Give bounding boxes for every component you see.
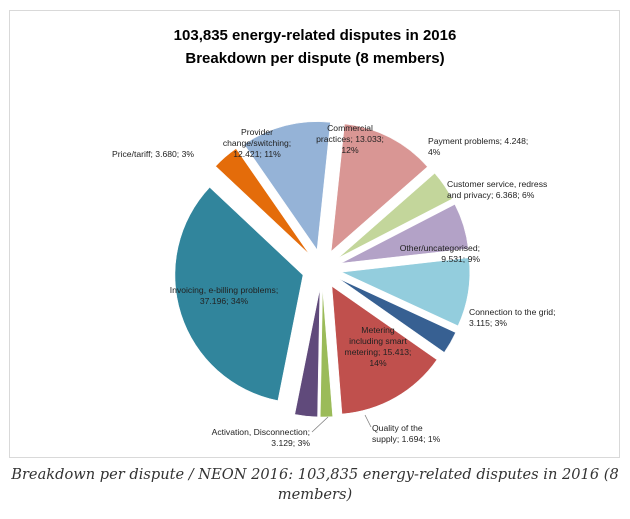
data-label-line: change/switching; <box>223 138 291 148</box>
data-label-line: 12.421; 11% <box>233 149 281 159</box>
pie-slices <box>174 121 470 418</box>
data-label-line: 4% <box>428 147 441 157</box>
pie-slice-commercial <box>330 123 428 252</box>
data-label-metering: Metering including smart metering; 15.413;… <box>345 325 412 368</box>
data-label-other: Other/uncategorised; 9.531; 9% <box>400 243 481 264</box>
pie-slice-invoicing <box>174 187 304 401</box>
data-label-line: and privacy; 6.368; 6% <box>447 190 535 200</box>
data-label-line: Price/tariff; 3.680; 3% <box>112 149 194 159</box>
pie-slice-connection <box>339 278 456 353</box>
data-label-line: Commercial <box>327 123 373 133</box>
pie-slice-provider <box>243 121 331 251</box>
chart-frame: 103,835 energy-related disputes in 2016 … <box>9 10 620 458</box>
data-label-line: Other/uncategorised; <box>400 243 480 253</box>
data-label-payment: Payment problems; 4.248; 4% <box>428 136 528 157</box>
data-label-provider: Provider change/switching; 12.421; 11% <box>223 127 291 159</box>
data-label-line: 14% <box>369 358 387 368</box>
leader-lines <box>311 414 372 433</box>
data-label-line: including smart <box>349 336 407 346</box>
leader-line-quality <box>364 414 372 428</box>
pie-slice-customer-service <box>341 204 469 264</box>
data-label-line: 12% <box>341 145 359 155</box>
data-label-commercial: Commercial practices; 13.033; 12% <box>316 123 384 155</box>
data-label-line: Customer service, redress <box>447 179 547 189</box>
data-label-invoicing: Invoicing, e-billing problems; 37.196; 34… <box>170 285 278 306</box>
data-label-activation: Activation, Disconnection; 3.129; 3% <box>212 427 311 448</box>
data-label-quality: Quality of the supply; 1.694; 1% <box>372 423 441 444</box>
chart-title: 103,835 energy-related disputes in 2016 <box>174 27 457 44</box>
data-label-line: 9.531; 9% <box>441 254 480 264</box>
figure-caption: Breakdown per dispute / NEON 2016: 103,8… <box>11 466 619 503</box>
pie-slice-price <box>215 148 310 255</box>
data-label-line: metering; 15.413; <box>345 347 412 357</box>
data-label-line: Activation, Disconnection; <box>212 427 310 437</box>
pie-slice-metering <box>331 285 438 415</box>
pie-slice-payment <box>338 172 453 258</box>
data-label-line: 3.129; 3% <box>271 438 310 448</box>
pie-chart: 103,835 energy-related disputes in 2016 … <box>112 27 555 448</box>
pie-slice-activation <box>294 288 321 418</box>
data-label-connection: Connection to the grid; 3.115; 3% <box>469 307 555 328</box>
data-label-customer-service: Customer service, redress and privacy; 6.… <box>447 179 547 200</box>
data-label-line: 3.115; 3% <box>469 318 507 328</box>
chart-subtitle: Breakdown per dispute (8 members) <box>185 50 444 67</box>
data-label-line: Connection to the grid; <box>469 307 555 317</box>
data-labels: Commercial practices; 13.033; 12% Payment p… <box>112 123 555 448</box>
data-label-line: Provider <box>241 127 273 137</box>
data-label-line: practices; 13.033; <box>316 134 384 144</box>
data-label-line: Metering <box>361 325 395 335</box>
pie-slice-quality <box>320 288 333 418</box>
data-label-line: supply; 1.694; 1% <box>372 434 441 444</box>
data-label-line: Quality of the <box>372 423 423 433</box>
data-label-price: Price/tariff; 3.680; 3% <box>112 149 194 159</box>
pie-slice-other <box>340 257 470 327</box>
data-label-line: Payment problems; 4.248; <box>428 136 528 146</box>
data-label-line: Invoicing, e-billing problems; <box>170 285 278 295</box>
data-label-line: 37.196; 34% <box>200 296 249 306</box>
leader-line-activation <box>311 416 329 433</box>
